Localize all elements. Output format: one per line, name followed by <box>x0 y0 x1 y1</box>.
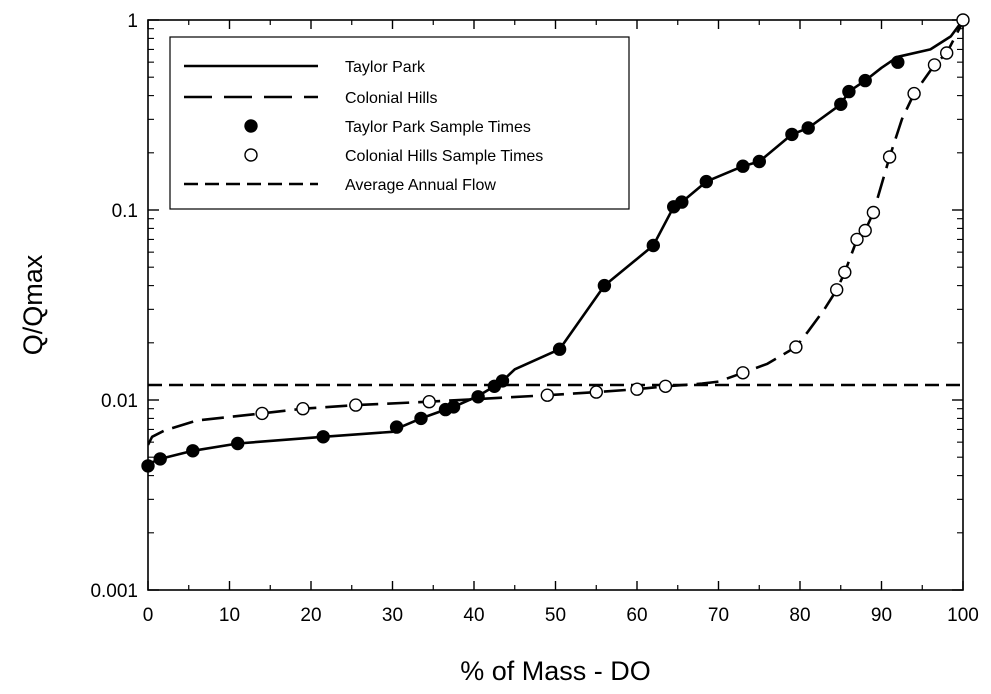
data-point-taylor-park-sample-times <box>736 159 750 173</box>
legend-swatch-taylor-park-samples <box>244 119 258 133</box>
legend-label-average-annual-flow: Average Annual Flow <box>345 177 496 194</box>
data-point-taylor-park-sample-times <box>230 436 245 451</box>
y-axis-ticks: 0.001 0.01 0.1 1 <box>90 11 963 602</box>
legend-label-colonial-hills: Colonial Hills <box>345 90 437 107</box>
data-point-taylor-park-sample-times <box>675 195 689 209</box>
data-point-taylor-park-sample-times <box>389 420 404 434</box>
data-point-taylor-park-sample-times <box>414 411 428 426</box>
x-tick-label: 70 <box>708 605 729 626</box>
data-point-taylor-park-sample-times <box>699 174 713 189</box>
x-axis-ticks: 0 10 20 30 40 50 60 70 80 90 100 <box>143 20 979 626</box>
data-point-taylor-park-sample-times <box>785 127 799 142</box>
data-point-colonial-hills-sample-times <box>858 223 872 238</box>
x-tick-label: 80 <box>789 605 810 626</box>
y-axis-title: Q/Qmax <box>18 254 48 355</box>
legend-label-taylor-park: Taylor Park <box>345 59 426 76</box>
data-point-colonial-hills-sample-times <box>940 46 954 60</box>
data-point-taylor-park-sample-times <box>858 73 872 88</box>
legend-swatch-colonial-hills-samples <box>244 148 258 162</box>
data-point-colonial-hills-sample-times <box>907 86 921 101</box>
data-point-colonial-hills-sample-times <box>882 150 897 164</box>
data-point-taylor-park-sample-times <box>495 374 510 388</box>
data-point-taylor-park-sample-times <box>153 452 167 466</box>
x-tick-label: 10 <box>219 605 240 626</box>
y-tick-label: 0.1 <box>112 201 138 222</box>
data-point-colonial-hills-sample-times <box>927 58 942 72</box>
data-point-colonial-hills-sample-times <box>866 205 881 220</box>
y-tick-label: 0.001 <box>90 581 138 602</box>
data-point-taylor-park-sample-times <box>891 55 905 69</box>
data-point-colonial-hills-sample-times <box>850 232 864 247</box>
data-point-taylor-park-sample-times <box>834 97 848 112</box>
x-tick-label: 30 <box>382 605 403 626</box>
data-point-taylor-park-sample-times <box>842 84 856 99</box>
data-point-taylor-park-sample-times <box>446 400 461 414</box>
data-point-taylor-park-sample-times <box>316 430 330 444</box>
data-point-colonial-hills-sample-times <box>838 265 852 279</box>
data-point-colonial-hills-sample-times <box>630 382 644 396</box>
data-point-taylor-park-sample-times <box>597 278 612 293</box>
data-point-colonial-hills-sample-times <box>736 366 750 380</box>
x-tick-label: 40 <box>463 605 484 626</box>
data-point-colonial-hills-sample-times <box>255 406 269 421</box>
data-point-colonial-hills-sample-times <box>422 395 436 409</box>
data-point-taylor-park-sample-times <box>186 444 200 458</box>
x-tick-label: 90 <box>871 605 892 626</box>
data-point-colonial-hills-sample-times <box>789 340 803 354</box>
data-point-taylor-park-sample-times <box>801 121 815 135</box>
x-tick-label: 0 <box>143 605 154 626</box>
legend-label-colonial-hills-samples: Colonial Hills Sample Times <box>345 148 543 165</box>
data-point-colonial-hills-sample-times <box>589 385 603 399</box>
data-point-taylor-park-sample-times <box>141 459 155 473</box>
y-tick-label: 0.01 <box>101 391 138 412</box>
x-axis-title: % of Mass - DO <box>460 656 651 686</box>
data-point-colonial-hills-sample-times <box>296 402 310 416</box>
data-point-colonial-hills-sample-times <box>349 398 363 412</box>
data-point-colonial-hills-sample-times <box>956 13 970 27</box>
x-tick-label: 100 <box>947 605 979 626</box>
data-point-taylor-park-sample-times <box>471 390 485 404</box>
data-point-taylor-park-sample-times <box>752 154 766 169</box>
legend-label-taylor-park-samples: Taylor Park Sample Times <box>345 119 531 136</box>
legend: Taylor Park Colonial Hills Taylor Park S… <box>169 36 630 210</box>
x-tick-label: 50 <box>545 605 566 626</box>
x-tick-label: 20 <box>300 605 321 626</box>
x-tick-label: 60 <box>626 605 647 626</box>
y-tick-label: 1 <box>127 11 138 32</box>
marker-layer <box>141 13 970 473</box>
data-point-colonial-hills-sample-times <box>540 388 554 402</box>
data-point-taylor-park-sample-times <box>552 342 567 356</box>
data-point-colonial-hills-sample-times <box>658 379 673 393</box>
data-point-taylor-park-sample-times <box>646 238 660 253</box>
data-point-colonial-hills-sample-times <box>830 283 844 297</box>
